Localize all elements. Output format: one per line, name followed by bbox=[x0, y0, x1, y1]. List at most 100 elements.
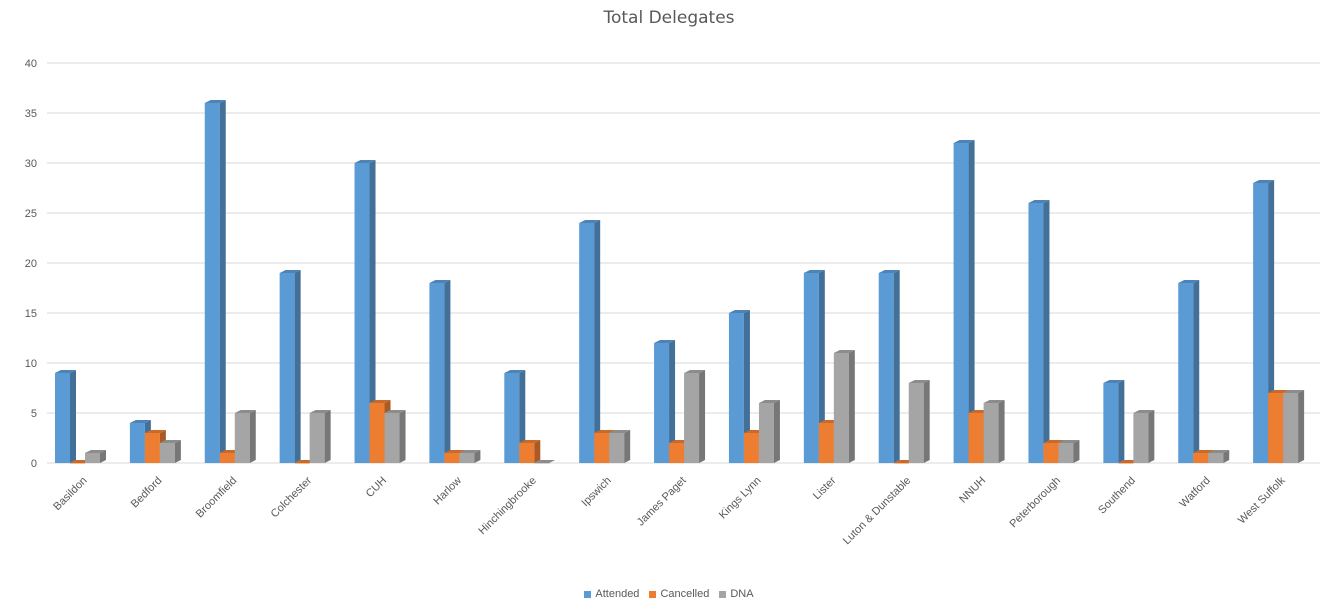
bar-attended-front bbox=[1178, 283, 1194, 463]
bar-attended-top bbox=[1103, 380, 1125, 383]
bar-attended-top bbox=[429, 280, 451, 283]
bar-dna-side bbox=[399, 410, 406, 463]
category-label: West Suffolk bbox=[1236, 474, 1288, 526]
bar-attended-front bbox=[1103, 383, 1119, 463]
bar-attended-side bbox=[444, 280, 451, 463]
bar-dna-side bbox=[100, 450, 106, 463]
bar-dna-front bbox=[983, 403, 999, 463]
bar-dna-side bbox=[624, 430, 631, 463]
bar-cancelled-front bbox=[1268, 393, 1284, 463]
bar-dna-top bbox=[758, 400, 780, 403]
y-tick-label: 20 bbox=[25, 258, 37, 270]
bar-attended-top bbox=[803, 270, 825, 273]
bar-attended-top bbox=[654, 340, 676, 343]
bar-dna-top bbox=[534, 460, 556, 463]
category-label: Colchester bbox=[269, 474, 315, 520]
bar-dna-front bbox=[758, 403, 774, 463]
bar-cancelled-front bbox=[144, 433, 160, 463]
bar-attended-front bbox=[504, 373, 520, 463]
bar-cancelled-front bbox=[294, 463, 310, 464]
legend-item: DNA bbox=[719, 588, 754, 600]
bar-attended-front bbox=[579, 223, 595, 463]
bar-cancelled-front bbox=[1118, 463, 1134, 464]
bar-attended-front bbox=[803, 273, 819, 463]
bar-cancelled-front bbox=[818, 423, 834, 463]
bar-attended-side bbox=[519, 370, 526, 463]
bar-attended-front bbox=[953, 143, 969, 463]
bar-attended-side bbox=[1043, 200, 1050, 463]
y-tick-label: 25 bbox=[25, 208, 37, 220]
category-label: Lister bbox=[811, 474, 839, 502]
category-label: Ipswich bbox=[579, 475, 613, 509]
bar-cancelled-front bbox=[968, 413, 984, 463]
bar-dna-side bbox=[474, 450, 481, 463]
bar-dna-side bbox=[174, 440, 181, 463]
bar-cancelled-front bbox=[519, 443, 535, 463]
bar-dna-top bbox=[234, 410, 256, 413]
y-tick-label: 15 bbox=[25, 308, 37, 320]
bar-attended-top bbox=[1253, 180, 1275, 183]
bar-attended-top bbox=[1028, 200, 1050, 203]
bar-attended-front bbox=[654, 343, 670, 463]
bar-attended-side bbox=[1118, 380, 1125, 463]
bar-attended-side bbox=[294, 270, 301, 463]
category-label: Harlow bbox=[431, 475, 464, 508]
category-label: CUH bbox=[364, 475, 389, 500]
bar-dna-top bbox=[684, 370, 706, 373]
bar-dna-front bbox=[234, 413, 250, 463]
category-label: Luton & Dunstable bbox=[841, 475, 913, 547]
y-tick-label: 0 bbox=[31, 458, 37, 470]
bar-attended-front bbox=[878, 273, 894, 463]
bar-cancelled-front bbox=[669, 443, 685, 463]
bar-dna-side bbox=[249, 410, 256, 463]
bar-dna-front bbox=[459, 453, 475, 463]
bar-attended-front bbox=[204, 103, 220, 463]
bar-attended-top bbox=[279, 270, 301, 273]
bar-dna-top bbox=[983, 400, 1005, 403]
bar-attended-top bbox=[55, 370, 76, 373]
bar-attended-top bbox=[953, 140, 975, 143]
bar-cancelled-side bbox=[534, 440, 541, 463]
bar-dna-front bbox=[1133, 413, 1149, 463]
category-label: Kings Lynn bbox=[717, 475, 764, 522]
category-label: James Paget bbox=[635, 475, 689, 529]
bar-attended-side bbox=[818, 270, 825, 463]
bar-cancelled-front bbox=[1193, 453, 1209, 463]
bar-dna-top bbox=[384, 410, 406, 413]
legend-label: DNA bbox=[730, 588, 754, 600]
bar-attended-front bbox=[1028, 203, 1044, 463]
bar-cancelled-front bbox=[743, 433, 759, 463]
bar-attended-top bbox=[354, 160, 376, 163]
bar-dna-front bbox=[85, 453, 100, 463]
y-tick-label: 40 bbox=[25, 58, 37, 70]
bar-attended-top bbox=[728, 310, 750, 313]
bar-dna-side bbox=[1148, 410, 1155, 463]
bar-dna-front bbox=[309, 413, 325, 463]
bar-attended-top bbox=[504, 370, 526, 373]
bar-dna-side bbox=[923, 380, 930, 463]
bar-cancelled-front bbox=[594, 433, 610, 463]
legend-item: Attended bbox=[584, 588, 639, 600]
bar-dna-top bbox=[85, 450, 106, 453]
bar-attended-front bbox=[279, 273, 295, 463]
bar-dna-top bbox=[609, 430, 631, 433]
bar-dna-side bbox=[1073, 440, 1080, 463]
bar-dna-top bbox=[1283, 390, 1305, 393]
bar-dna-side bbox=[699, 370, 706, 463]
bar-attended-side bbox=[594, 220, 601, 463]
bar-dna-top bbox=[1208, 450, 1230, 453]
bar-attended-top bbox=[878, 270, 900, 273]
bar-dna-front bbox=[908, 383, 924, 463]
bar-cancelled-top bbox=[444, 450, 466, 453]
bar-dna-top bbox=[159, 440, 181, 443]
legend-label: Cancelled bbox=[660, 588, 710, 600]
category-label: Basildon bbox=[51, 475, 89, 513]
bar-attended-front bbox=[354, 163, 370, 463]
bar-dna-side bbox=[324, 410, 331, 463]
bar-dna-top bbox=[309, 410, 331, 413]
bar-cancelled-top bbox=[369, 400, 391, 403]
bar-attended-front bbox=[129, 423, 145, 463]
bar-cancelled-top bbox=[144, 430, 166, 433]
bar-attended-top bbox=[204, 100, 226, 103]
